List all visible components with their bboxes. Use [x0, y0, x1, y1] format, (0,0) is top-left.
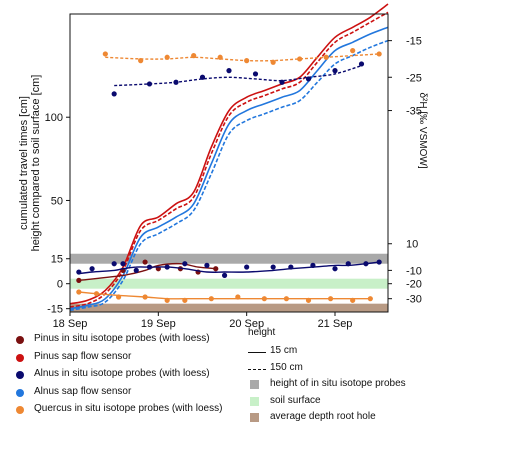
probe-point-Quercus: [142, 294, 148, 300]
upper-probe-curve-Quercus: [105, 53, 380, 62]
probe-point-Alnus: [111, 261, 117, 267]
x-tick-label: 20 Sep: [229, 318, 264, 330]
probe-point-Pinus: [213, 266, 219, 272]
upper-probe-point-Quercus: [138, 58, 144, 64]
probe-curve-Quercus: [78, 291, 371, 300]
band-average-depth-root-hole: [70, 303, 388, 312]
x-tick-label: 19 Sep: [141, 318, 176, 330]
probe-point-Alnus: [133, 267, 139, 273]
y-right-tick-label: -10: [406, 265, 422, 277]
probe-point-Quercus: [115, 294, 122, 300]
probe-point-Alnus: [270, 264, 276, 270]
probe-point-Alnus: [120, 261, 126, 267]
probe-point-Alnus: [164, 264, 170, 270]
probe-point-Quercus: [93, 291, 100, 297]
y-right-upper-tick-label: -15: [406, 36, 422, 48]
probe-point-Alnus: [89, 266, 95, 272]
probe-point-Quercus: [182, 297, 188, 303]
upper-probe-point-Quercus: [376, 51, 382, 57]
probe-point-Alnus: [332, 266, 338, 272]
upper-probe-point-Quercus: [270, 59, 276, 65]
upper-probe-point-Alnus: [111, 91, 117, 97]
probe-point-Quercus: [367, 296, 373, 302]
probe-point-Pinus: [142, 259, 148, 265]
series-line-Pinus-sap-flow-sensor-solid: [69, 3, 389, 305]
probe-point-Quercus: [305, 297, 312, 303]
upper-probe-point-Quercus: [244, 58, 250, 64]
y-left-tick-label: 100: [45, 112, 63, 124]
upper-probe-point-Quercus: [191, 53, 197, 59]
plot-frame: [69, 13, 389, 313]
upper-probe-point-Quercus: [217, 54, 223, 60]
upper-probe-point-Quercus: [323, 54, 329, 60]
probe-point-Quercus: [327, 296, 334, 302]
y-right-axis-label: δ²H [‰ VSMOW]: [417, 92, 428, 168]
y-left-tick-label: 50: [51, 195, 63, 207]
probe-point-Pinus: [76, 277, 82, 283]
probe-point-Alnus: [288, 264, 294, 270]
probe-point-Alnus: [182, 261, 188, 267]
x-tick-label: 21 Sep: [318, 318, 353, 330]
y-left-axis-label: height compared to soil surface [cm]: [30, 75, 42, 252]
probe-point-Alnus: [204, 262, 210, 268]
upper-probe-point-Alnus: [332, 68, 338, 74]
probe-point-Alnus: [363, 261, 369, 267]
probe-point-Quercus: [235, 294, 241, 300]
upper-probe-point-Alnus: [358, 61, 365, 67]
x-tick-label: 18 Sep: [53, 318, 88, 330]
probe-point-Alnus: [310, 262, 316, 268]
y-right-upper-tick-label: -25: [406, 72, 422, 84]
upper-probe-point-Quercus: [297, 56, 303, 62]
probe-point-Quercus: [164, 297, 170, 303]
y-left-tick-label: 15: [51, 254, 63, 266]
band-height-of-in-situ-isotope-probes: [70, 253, 388, 264]
upper-probe-point-Alnus: [199, 74, 206, 80]
upper-probe-point-Alnus: [252, 71, 259, 77]
y-right-upper-tick-label: -35: [406, 106, 422, 118]
probe-point-Quercus: [283, 296, 290, 302]
series-line-Alnus-sap-flow-sensor-dashed: [69, 39, 389, 312]
upper-probe-point-Alnus: [173, 79, 179, 85]
upper-probe-point-Quercus: [164, 54, 170, 60]
upper-probe-point-Alnus: [279, 79, 285, 85]
upper-probe-point-Alnus: [226, 68, 232, 74]
upper-probe-point-Alnus: [305, 76, 312, 82]
probe-point-Quercus: [350, 297, 356, 303]
probe-point-Alnus: [244, 264, 250, 270]
probe-point-Quercus: [76, 289, 82, 295]
probe-point-Quercus: [261, 296, 267, 302]
y-right-tick-label: 10: [406, 239, 418, 251]
probe-curve-Alnus: [78, 261, 380, 275]
band-soil-surface: [70, 278, 388, 289]
upper-probe-point-Quercus: [350, 48, 356, 54]
probe-point-Alnus: [345, 261, 351, 267]
upper-probe-point-Alnus: [146, 81, 153, 87]
y-right-tick-label: -30: [406, 294, 422, 306]
probe-point-Quercus: [208, 296, 214, 302]
probe-point-Alnus: [376, 259, 382, 265]
y-right-tick-label: -20: [406, 279, 422, 291]
probe-point-Alnus: [221, 272, 228, 278]
probe-point-Alnus: [76, 269, 82, 275]
y-left-tick-label: 0: [57, 279, 63, 291]
probe-curve-Pinus: [78, 262, 216, 282]
probe-point-Alnus: [146, 264, 153, 270]
y-left-tick-label: -15: [47, 304, 63, 316]
y-left-axis-label: cumulated travel times [cm]: [18, 96, 30, 230]
upper-probe-point-Quercus: [102, 51, 108, 57]
